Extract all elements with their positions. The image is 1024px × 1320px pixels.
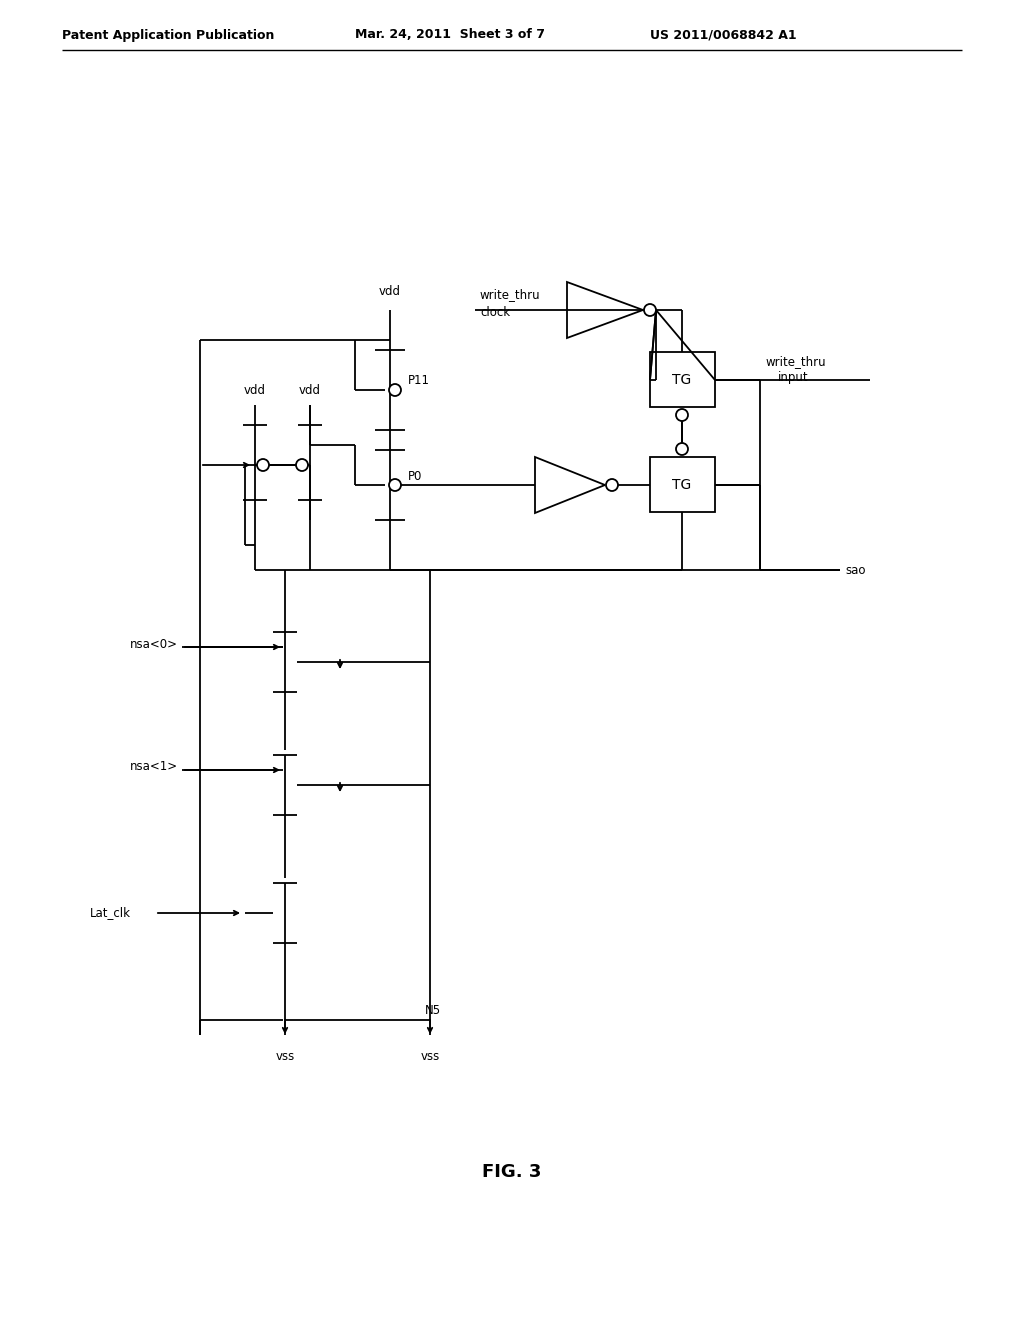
Circle shape	[676, 409, 688, 421]
Text: input: input	[778, 371, 809, 384]
Text: vdd: vdd	[244, 384, 266, 397]
Text: Mar. 24, 2011  Sheet 3 of 7: Mar. 24, 2011 Sheet 3 of 7	[355, 29, 545, 41]
Circle shape	[389, 384, 401, 396]
Circle shape	[644, 304, 656, 315]
Text: P0: P0	[408, 470, 422, 483]
Circle shape	[676, 444, 688, 455]
Text: vss: vss	[421, 1049, 439, 1063]
Circle shape	[296, 459, 308, 471]
Text: FIG. 3: FIG. 3	[482, 1163, 542, 1181]
Text: write_thru: write_thru	[765, 355, 825, 368]
Text: N5: N5	[425, 1003, 441, 1016]
Text: P11: P11	[408, 374, 430, 387]
Text: US 2011/0068842 A1: US 2011/0068842 A1	[650, 29, 797, 41]
Text: Patent Application Publication: Patent Application Publication	[62, 29, 274, 41]
Circle shape	[389, 479, 401, 491]
Bar	[650, 457, 715, 512]
Circle shape	[257, 459, 269, 471]
Text: nsa<1>: nsa<1>	[130, 760, 178, 774]
Text: nsa<0>: nsa<0>	[130, 638, 178, 651]
Text: vss: vss	[275, 1049, 295, 1063]
Text: TG: TG	[673, 374, 691, 387]
Text: clock: clock	[480, 305, 510, 318]
Text: vdd: vdd	[299, 384, 321, 397]
Text: TG: TG	[673, 478, 691, 492]
Text: vdd: vdd	[379, 285, 401, 298]
Text: sao: sao	[845, 564, 865, 577]
Circle shape	[606, 479, 618, 491]
Text: Lat_clk: Lat_clk	[90, 907, 131, 920]
Text: write_thru: write_thru	[480, 289, 541, 301]
Bar	[650, 352, 715, 407]
